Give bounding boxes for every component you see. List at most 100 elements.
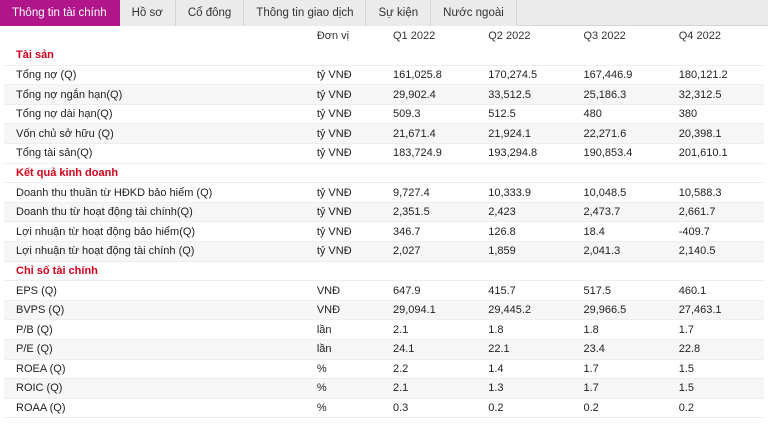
cell-q1: 346.7 (382, 221, 479, 243)
tab-financial-info[interactable]: Thông tin tài chính (0, 0, 120, 26)
tab-bar: Thông tin tài chính Hồ sơ Cổ đông Thông … (0, 0, 768, 26)
cell-q4: 22.8 (668, 339, 764, 360)
financial-table-container: Đơn vị Q1 2022 Q2 2022 Q3 2022 Q4 2022 T… (0, 26, 768, 419)
cell-unit: tỷ VNĐ (312, 84, 383, 105)
header-q4: Q4 2022 (668, 26, 764, 46)
table-row: Tổng nợ ngắn hạn(Q) tỷ VNĐ 29,902.4 33,512.… (4, 84, 764, 105)
section-header: Tài sản (4, 45, 764, 66)
cell-unit: tỷ VNĐ (312, 202, 383, 223)
cell-q1: 647.9 (382, 280, 479, 301)
cell-q3: 2,041.3 (573, 241, 669, 262)
tab-foreign[interactable]: Nước ngoài (431, 0, 517, 26)
financial-table: Đơn vị Q1 2022 Q2 2022 Q3 2022 Q4 2022 T… (4, 26, 764, 419)
cell-q4: 460.1 (668, 280, 764, 301)
cell-unit: tỷ VNĐ (312, 143, 383, 164)
cell-q3: 0.2 (573, 398, 669, 419)
tab-shareholders[interactable]: Cổ đông (175, 0, 245, 26)
cell-q2: 0.2 (478, 398, 574, 419)
table-row: Vốn chủ sở hữu (Q) tỷ VNĐ 21,671.4 21,924.1… (4, 123, 764, 145)
table-row: ROEA (Q)% 2.2 1.4 1.7 1.5 (4, 359, 764, 380)
cell-name: P/B (Q) (4, 319, 313, 340)
cell-q1: 183,724.9 (382, 143, 479, 164)
cell-q4: 180,121.2 (668, 65, 764, 86)
cell-q4: 1.5 (668, 378, 764, 399)
cell-unit: VNĐ (312, 300, 383, 321)
header-q2: Q2 2022 (478, 26, 574, 46)
cell-q2: 170,274.5 (478, 65, 574, 86)
cell-name: ROAA (Q) (4, 398, 313, 419)
cell-q4: 2,140.5 (668, 241, 764, 262)
cell-q3: 22,271.6 (573, 123, 669, 145)
cell-unit: % (312, 359, 383, 380)
cell-q4: 20,398.1 (668, 123, 764, 145)
cell-q3: 480 (573, 104, 669, 125)
cell-q3: 1.7 (573, 359, 669, 380)
tab-profile[interactable]: Hồ sơ (119, 0, 176, 26)
cell-q4: -409.7 (668, 221, 764, 243)
cell-q1: 509.3 (382, 104, 479, 125)
cell-q2: 1.4 (478, 359, 574, 380)
cell-q4: 1.5 (668, 359, 764, 380)
cell-q4: 32,312.5 (668, 84, 764, 105)
section-title: Chỉ số tài chính (4, 261, 764, 282)
cell-q2: 126.8 (478, 221, 574, 243)
cell-name: P/E (Q) (4, 339, 313, 360)
cell-q3: 1.7 (573, 378, 669, 399)
cell-q4: 1.7 (668, 319, 764, 340)
cell-name: Doanh thu thuần từ HĐKD bảo hiểm (Q) (4, 182, 313, 203)
table-row: Tổng nợ dài hạn(Q) tỷ VNĐ 509.3 512.5 480 380 (4, 104, 764, 125)
header-unit: Đơn vị (312, 26, 383, 46)
cell-q3: 167,446.9 (573, 65, 669, 86)
cell-q4: 10,588.3 (668, 182, 764, 203)
cell-q1: 161,025.8 (382, 65, 479, 86)
cell-unit: tỷ VNĐ (312, 104, 383, 125)
cell-q3: 10,048.5 (573, 182, 669, 203)
cell-q4: 27,463.1 (668, 300, 764, 321)
cell-q1: 29,094.1 (382, 300, 479, 321)
cell-name: ROIC (Q) (4, 378, 313, 399)
table-row: Tổng nợ (Q) tỷ VNĐ 161,025.8 170,274.5 167,4… (4, 65, 764, 86)
cell-unit: tỷ VNĐ (312, 241, 383, 262)
cell-q3: 23.4 (573, 339, 669, 360)
cell-q2: 415.7 (478, 280, 574, 301)
cell-q1: 2.1 (382, 378, 479, 399)
cell-name: BVPS (Q) (4, 300, 313, 321)
cell-unit: % (312, 398, 383, 419)
cell-q1: 0.3 (382, 398, 479, 419)
table-row: Doanh thu từ hoạt động tài chính(Q) tỷ VN… (4, 202, 764, 223)
section-header: Chỉ số tài chính (4, 261, 764, 282)
cell-unit: lần (312, 339, 383, 360)
cell-q2: 512.5 (478, 104, 574, 125)
header-q3: Q3 2022 (573, 26, 669, 46)
cell-q3: 18.4 (573, 221, 669, 243)
cell-q3: 2,473.7 (573, 202, 669, 223)
table-row: ROAA (Q)% 0.3 0.2 0.2 0.2 (4, 398, 764, 419)
cell-q1: 24.1 (382, 339, 479, 360)
cell-q1: 2,027 (382, 241, 479, 262)
cell-q3: 190,853.4 (573, 143, 669, 164)
cell-name: Doanh thu từ hoạt động tài chính(Q) (4, 202, 313, 223)
cell-name: Tổng nợ ngắn hạn(Q) (4, 84, 313, 105)
cell-q1: 2.1 (382, 319, 479, 340)
table-row: Doanh thu thuần từ HĐKD bảo hiểm (Q) tỷ V… (4, 182, 764, 203)
cell-unit: tỷ VNĐ (312, 123, 383, 145)
cell-q4: 201,610.1 (668, 143, 764, 164)
cell-q1: 2,351.5 (382, 202, 479, 223)
cell-q4: 380 (668, 104, 764, 125)
header-name (4, 26, 313, 46)
tab-trading-info[interactable]: Thông tin giao dịch (244, 0, 367, 26)
cell-q2: 10,333.9 (478, 182, 574, 203)
cell-unit: lần (312, 319, 383, 340)
table-row: P/B (Q) lần 2.1 1.8 1.8 1.7 (4, 319, 764, 340)
table-row: Lợi nhuận từ hoạt động bảo hiểm(Q) tỷ VNĐ… (4, 221, 764, 243)
cell-name: ROEA (Q) (4, 359, 313, 380)
table-row: Lợi nhuận từ hoạt động tài chính (Q) tỷ V… (4, 241, 764, 262)
cell-q4: 0.2 (668, 398, 764, 419)
cell-q2: 193,294.8 (478, 143, 574, 164)
cell-name: Vốn chủ sở hữu (Q) (4, 123, 313, 145)
cell-name: Tổng nợ dài hạn(Q) (4, 104, 313, 125)
tab-events[interactable]: Sự kiện (366, 0, 432, 26)
cell-q2: 33,512.5 (478, 84, 574, 105)
cell-q2: 1,859 (478, 241, 574, 262)
cell-q1: 29,902.4 (382, 84, 479, 105)
